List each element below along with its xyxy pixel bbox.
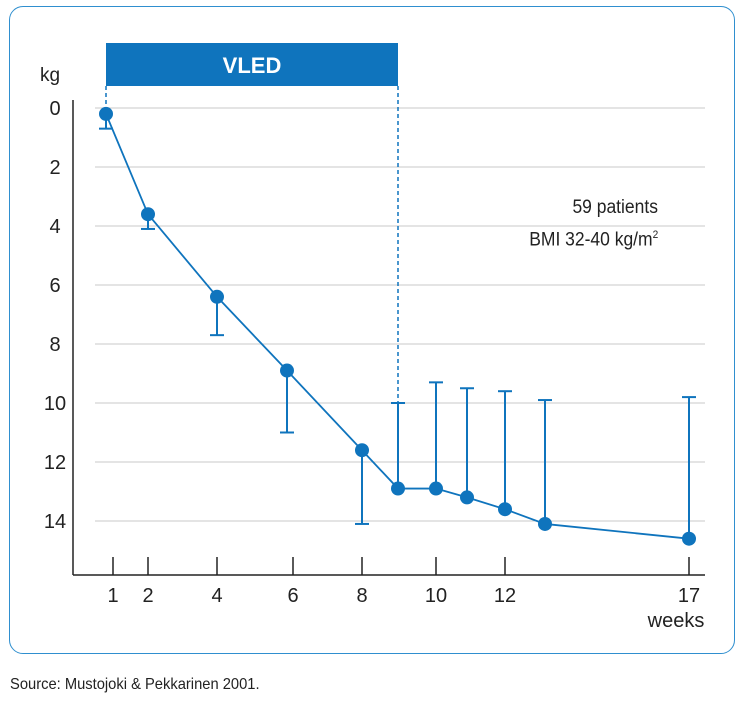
x-tick-label-2: 2	[142, 585, 153, 607]
x-tick-label-6: 6	[287, 585, 298, 607]
data-point-10	[682, 531, 696, 546]
data-point-6	[429, 481, 443, 496]
data-point-4	[355, 443, 369, 458]
y-tick-label-4: 4	[49, 216, 60, 238]
data-point-3	[280, 363, 294, 378]
y-tick-label-12: 12	[44, 452, 66, 474]
y-tick-label-14: 14	[44, 511, 66, 533]
y-tick-label-0: 0	[49, 98, 60, 120]
vled-bar	[106, 43, 398, 86]
x-axis-unit: weeks	[647, 610, 705, 632]
x-tick-label-4: 4	[211, 585, 222, 607]
annotation-patients: 59 patients	[572, 197, 658, 218]
y-axis-unit: kg	[40, 65, 60, 86]
x-tick-label-1: 1	[107, 585, 118, 607]
y-tick-label-10: 10	[44, 393, 66, 415]
y-tick-label-8: 8	[49, 334, 60, 356]
data-point-8	[498, 502, 512, 517]
source-note: Source: Mustojoki & Pekkarinen 2001.	[10, 676, 260, 693]
y-tick-label-2: 2	[49, 157, 60, 179]
annotation-bmi-superscript: 2	[652, 229, 658, 241]
data-point-7	[460, 490, 474, 505]
data-point-5	[391, 481, 405, 496]
x-tick-label-17: 17	[678, 585, 700, 607]
x-tick-label-10: 10	[425, 585, 447, 607]
chart-frame	[9, 6, 735, 654]
annotation-bmi-text: BMI 32-40 kg/m	[528, 229, 653, 251]
x-tick-label-12: 12	[494, 585, 516, 607]
data-point-2	[210, 289, 224, 304]
annotation-bmi: BMI 32-40 kg/m2	[529, 229, 658, 251]
data-point-0	[99, 106, 113, 121]
y-tick-label-6: 6	[49, 275, 60, 297]
vled-label: VLED	[223, 53, 282, 78]
data-point-9	[538, 516, 552, 531]
data-point-1	[141, 207, 155, 222]
x-tick-label-8: 8	[356, 585, 367, 607]
